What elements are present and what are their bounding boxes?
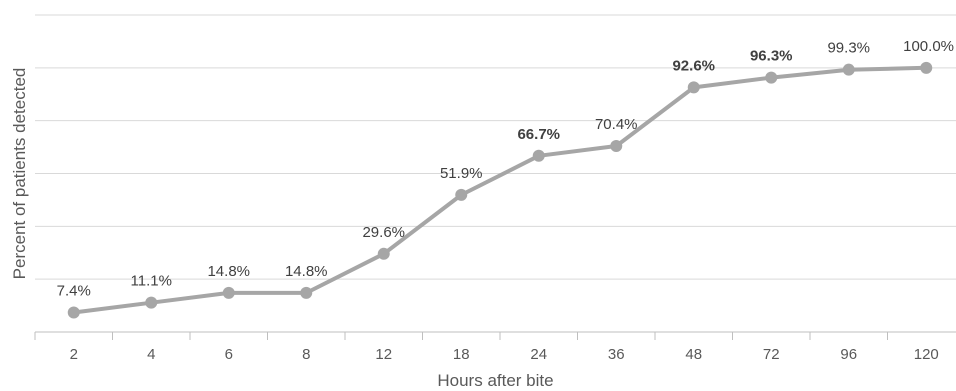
x-axis-title: Hours after bite <box>437 371 553 390</box>
data-point <box>300 286 313 299</box>
data-label: 29.6% <box>362 224 405 241</box>
gridlines <box>35 14 956 280</box>
x-tick-label: 120 <box>914 346 939 363</box>
x-tick-label: 36 <box>608 346 625 363</box>
x-tick-label: 4 <box>147 346 155 363</box>
x-tick-label: 12 <box>375 346 392 363</box>
data-label: 11.1% <box>131 273 172 290</box>
x-tick-label: 18 <box>453 346 470 363</box>
data-label: 51.9% <box>440 165 483 182</box>
data-point <box>67 306 80 319</box>
data-point <box>145 296 158 309</box>
data-point <box>610 140 623 153</box>
data-point <box>842 63 855 76</box>
series-line <box>71 65 929 315</box>
data-points <box>67 61 933 319</box>
x-tick-label: 72 <box>763 346 780 363</box>
data-point <box>920 61 933 74</box>
data-point <box>532 149 545 162</box>
data-label: 7.4% <box>57 282 91 299</box>
x-tick-label: 6 <box>225 346 233 363</box>
data-point <box>765 71 778 84</box>
data-label: 14.8% <box>207 263 250 280</box>
data-label: 70.4% <box>595 116 638 133</box>
x-tick-label: 8 <box>302 346 310 363</box>
data-point <box>222 286 235 299</box>
x-tick-labels: 2 4 6 8 12 18 24 36 48 72 96 120 <box>70 346 939 363</box>
data-point <box>377 247 390 260</box>
data-point <box>455 188 468 201</box>
data-label: 100.0% <box>903 38 954 55</box>
x-tick-label: 2 <box>70 346 78 363</box>
x-tick-label: 24 <box>530 346 547 363</box>
data-label: 92.6% <box>672 57 715 74</box>
data-label: 66.7% <box>517 126 560 143</box>
data-point <box>687 81 700 94</box>
data-label: 99.3% <box>827 40 870 57</box>
x-axis-ticks <box>34 332 888 340</box>
y-axis-title: Percent of patients detected <box>10 68 29 280</box>
data-labels: 7.4% 11.1% 14.8% 14.8% 29.6% 51.9% 66.7% 70.4% 9… <box>57 38 954 300</box>
data-label: 96.3% <box>750 48 793 65</box>
data-label: 14.8% <box>285 263 328 280</box>
x-tick-label: 48 <box>685 346 702 363</box>
x-tick-label: 96 <box>840 346 857 363</box>
